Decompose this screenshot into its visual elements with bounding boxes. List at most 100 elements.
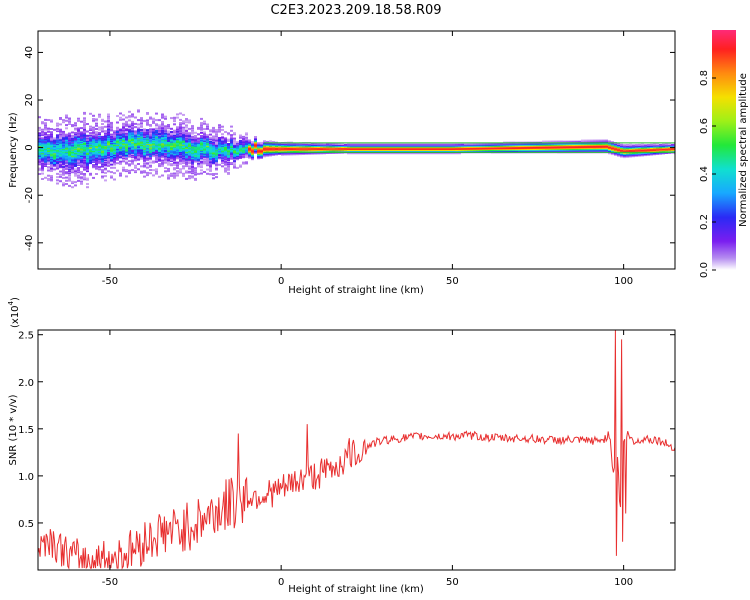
heatmap-cell [239, 164, 242, 167]
heatmap-cell [665, 146, 668, 149]
heatmap-cell [494, 147, 497, 149]
heatmap-cell [317, 142, 320, 145]
heatmap-cell [167, 162, 170, 165]
heatmap-cell [200, 135, 203, 137]
heatmap-cell [341, 146, 344, 149]
heatmap-cell [140, 170, 143, 173]
heatmap-cell [44, 135, 47, 137]
heatmap-cell [209, 173, 212, 176]
heatmap-cell [92, 149, 95, 152]
heatmap-cell [161, 125, 164, 128]
heatmap-cell [422, 150, 425, 153]
heatmap-cell [65, 140, 68, 143]
heatmap-cell [572, 147, 575, 150]
heatmap-cell [95, 122, 98, 125]
heatmap-cell [215, 154, 218, 157]
heatmap-cell [41, 145, 44, 148]
heatmap-cell [110, 143, 113, 146]
heatmap-cell [617, 153, 620, 156]
heatmap-cell [290, 145, 293, 148]
heatmap-cell [59, 139, 62, 142]
heatmap-cell [200, 138, 203, 141]
heatmap-cell [74, 139, 77, 142]
heatmap-cell [140, 120, 143, 123]
heatmap-cell [347, 143, 350, 146]
heatmap-cell [149, 150, 152, 153]
heatmap-cell [74, 143, 77, 146]
heatmap-cell [278, 149, 281, 152]
heatmap-cell [620, 144, 623, 147]
heatmap-cell [617, 146, 620, 149]
heatmap-cell [38, 149, 41, 152]
heatmap-cell [50, 168, 53, 171]
heatmap-cell [218, 140, 221, 143]
heatmap-cell [251, 155, 254, 157]
heatmap-cell [158, 155, 161, 158]
heatmap-cell [617, 152, 620, 155]
heatmap-cell [167, 176, 170, 179]
heatmap-cell [407, 143, 410, 146]
heatmap-cell [647, 144, 650, 147]
heatmap-cell [146, 163, 149, 166]
heatmap-cell [146, 155, 149, 158]
heatmap-cell [68, 157, 71, 160]
heatmap-cell [533, 146, 536, 148]
heatmap-cell [122, 125, 125, 127]
heatmap-cell [188, 127, 191, 130]
heatmap-cell [86, 142, 89, 145]
heatmap-cell [170, 164, 173, 167]
heatmap-cell [416, 148, 419, 150]
heatmap-cell [296, 152, 299, 155]
heatmap-cell [137, 145, 140, 148]
heatmap-cell [41, 155, 44, 158]
heatmap-cell [44, 154, 47, 157]
heatmap-cell [98, 138, 101, 141]
heatmap-cell [326, 145, 329, 148]
heatmap-cell [236, 157, 239, 160]
heatmap-cell [266, 149, 269, 152]
heatmap-cell [386, 146, 389, 149]
heatmap-cell [173, 132, 176, 135]
heatmap-cell [314, 150, 317, 153]
heatmap-cell [149, 172, 152, 175]
heatmap-cell [80, 172, 83, 175]
heatmap-cell [458, 144, 461, 147]
heatmap-cell [128, 160, 131, 163]
heatmap-cell [251, 157, 254, 160]
heatmap-cell [161, 114, 164, 117]
heatmap-cell [191, 135, 194, 138]
heatmap-cell [479, 150, 482, 153]
heatmap-cell [104, 167, 107, 170]
heatmap-cell [305, 147, 308, 150]
heatmap-cell [359, 146, 362, 149]
heatmap-cell [143, 136, 146, 138]
heatmap-cell [479, 142, 482, 145]
heatmap-cell [104, 155, 107, 158]
heatmap-cell [248, 140, 251, 143]
heatmap-cell [497, 149, 500, 152]
heatmap-cell [173, 135, 176, 138]
heatmap-cell [326, 149, 329, 152]
heatmap-cell [98, 153, 101, 156]
heatmap-cell [623, 146, 626, 149]
heatmap-cell [98, 131, 101, 134]
heatmap-cell [104, 149, 107, 152]
heatmap-cell [179, 153, 182, 156]
heatmap-cell [533, 144, 536, 147]
heatmap-cell [641, 150, 644, 153]
heatmap-cell [209, 150, 212, 153]
heatmap-cell [89, 157, 92, 160]
heatmap-cell [182, 154, 185, 157]
heatmap-cell [134, 141, 137, 144]
heatmap-cell [140, 165, 143, 168]
heatmap-cell [104, 164, 107, 167]
heatmap-cell [545, 144, 548, 147]
heatmap-cell [629, 153, 632, 156]
heatmap-cell [233, 152, 236, 155]
heatmap-cell [419, 150, 422, 153]
heatmap-cell [149, 161, 152, 164]
heatmap-cell [152, 153, 155, 155]
heatmap-cell [260, 143, 263, 145]
heatmap-cell [296, 148, 299, 151]
heatmap-cell [182, 165, 185, 168]
